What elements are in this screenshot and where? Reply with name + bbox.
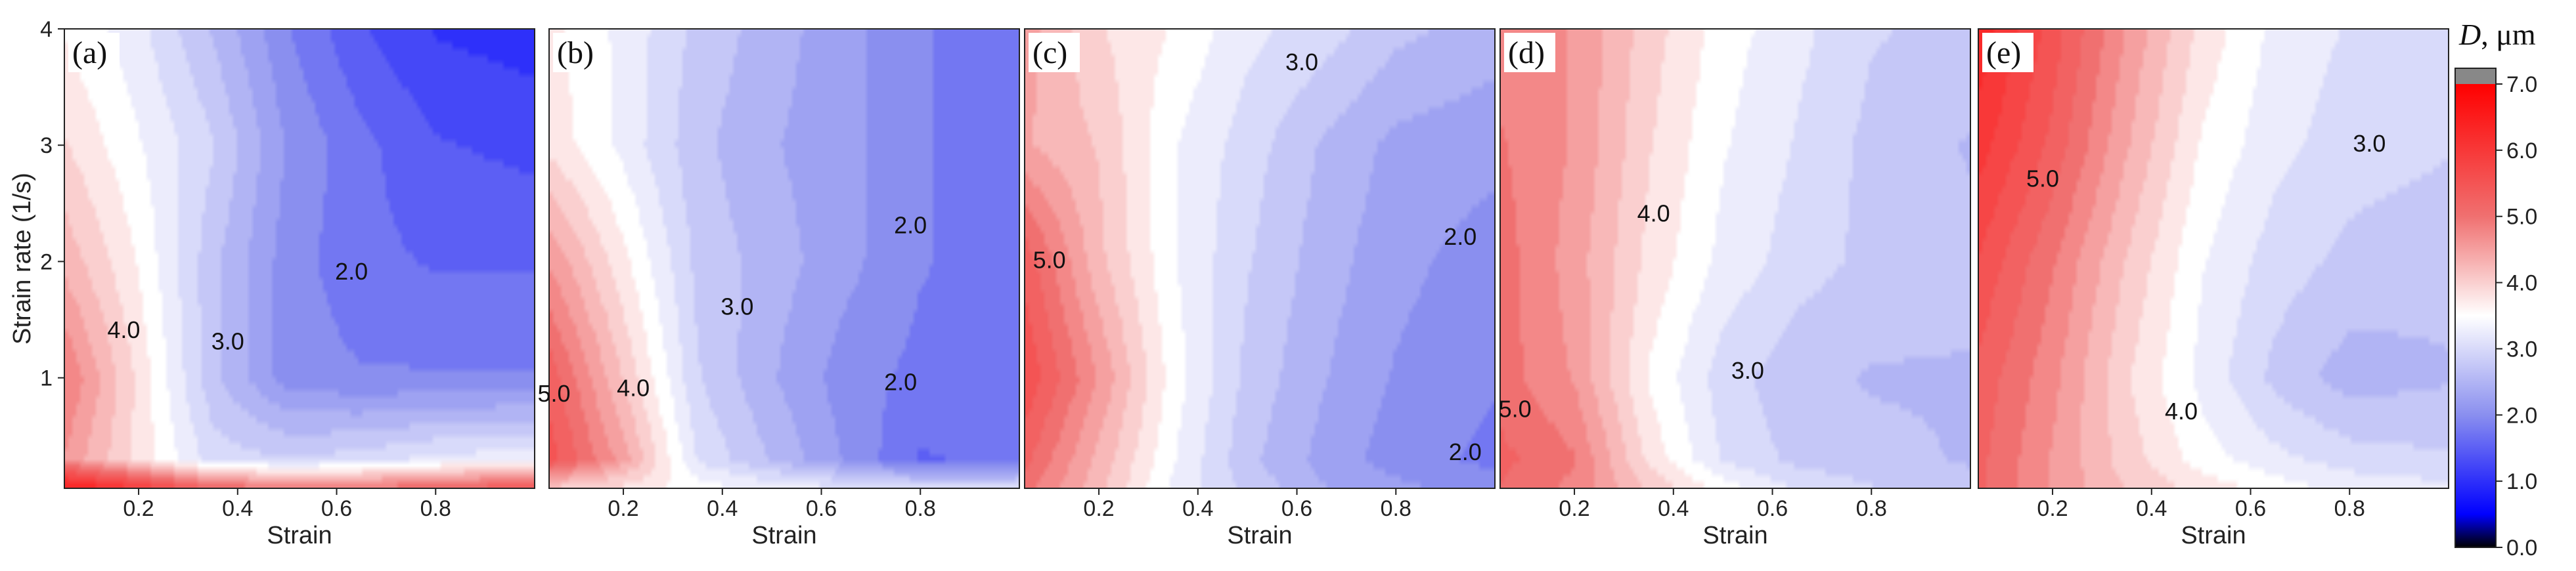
colorbar-tick-label: 6.0 (2506, 138, 2537, 163)
colorbar-ticks: 0.0 1.0 2.0 3.0 4.0 5.0 6.0 7.0 (2454, 68, 2537, 560)
x-tick-label: 0.4 (1182, 496, 1213, 521)
contour-label: 4.0 (2165, 398, 2198, 425)
panel-3-contour-field (1025, 29, 1495, 488)
contour-label: 3.0 (211, 328, 244, 354)
contour-label: 2.0 (894, 211, 927, 238)
panel-4-contour-field (1500, 29, 1970, 488)
y-tick-label: 4 (40, 17, 53, 42)
x-tick-label: 0.6 (321, 496, 352, 521)
x-tick-label: 0.4 (2136, 496, 2167, 521)
contour-label: 4.0 (1637, 200, 1670, 227)
x-axis-title: Strain (267, 522, 332, 549)
colorbar-overflow-swatch (2455, 68, 2496, 84)
y-axis-title: Strain rate (1/s) (9, 173, 36, 345)
colorbar-tick-label: 0.0 (2506, 536, 2537, 560)
panel-label: (d) (1508, 35, 1545, 70)
y-tick-label: 2 (40, 249, 53, 274)
panels-layer: 0.2 0.4 0.6 0.8 Strain 1 2 3 4 Strain rate (1/s) 4… (9, 17, 2449, 549)
panel-label-box (553, 33, 604, 72)
panel-1: 0.2 0.4 0.6 0.8 Strain 1 2 3 4 Strain rate (1/s) 4… (9, 17, 535, 549)
panel-label-box (1029, 33, 1080, 72)
panel-label: (e) (1986, 35, 2021, 70)
contour-label: 5.0 (1499, 395, 1532, 422)
x-tick-label: 0.6 (1757, 496, 1788, 521)
colorbar-tick-label: 7.0 (2506, 72, 2537, 97)
x-tick-label: 0.4 (222, 496, 253, 521)
x-axis-title: Strain (1227, 522, 1292, 549)
x-tick-label: 0.2 (1559, 496, 1589, 521)
contour-label: 3.0 (1731, 357, 1764, 384)
x-tick-label: 0.2 (123, 496, 154, 521)
x-tick-label: 0.6 (2235, 496, 2266, 521)
panel-1-frame (64, 28, 535, 489)
contour-label: 3.0 (2353, 130, 2386, 157)
panel-2-frame (548, 28, 1020, 489)
contour-label: 5.0 (2026, 165, 2059, 192)
contour-label: 2.0 (335, 258, 368, 285)
colorbar-title: D, μm (2458, 18, 2536, 51)
contour-label: 2.0 (1444, 223, 1477, 250)
colorbar-tick-label: 3.0 (2506, 337, 2537, 362)
x-tick-label: 0.8 (1381, 496, 1411, 521)
y-tick-label: 3 (40, 133, 53, 158)
contour-label: 4.0 (107, 316, 140, 343)
colorbar-tick-label: 2.0 (2506, 403, 2537, 428)
contour-label: 3.0 (1285, 49, 1318, 75)
panel-2: 0.2 0.4 0.6 0.8 Strain 5.0 4.0 3.0 2.0 2.0 (b) (538, 28, 1020, 549)
x-tick-label: 0.8 (2334, 496, 2365, 521)
colorbar-tick-label: 5.0 (2506, 205, 2537, 230)
panel-label-box (1982, 33, 2033, 72)
x-axis-title: Strain (2181, 522, 2246, 549)
x-tick-label: 0.6 (806, 496, 837, 521)
contour-label: 2.0 (1449, 438, 1482, 465)
panel-5-contour-field (1978, 29, 2449, 488)
x-tick-label: 0.6 (1281, 496, 1312, 521)
panel-label-box (1504, 33, 1555, 72)
contour-label: 3.0 (721, 293, 753, 320)
panel-5: 0.2 0.4 0.6 0.8 Strain 5.0 4.0 3.0 (e) (1978, 28, 2449, 549)
x-tick-label: 0.2 (608, 496, 638, 521)
x-axis-title: Strain (1702, 522, 1767, 549)
colorbar-title-symbol: D (2458, 18, 2481, 51)
colorbar-frame (2454, 68, 2497, 548)
panel-label-box (68, 33, 120, 72)
colorbar-tick-label: 4.0 (2506, 271, 2537, 296)
panel-3-frame (1024, 28, 1496, 489)
panel-label: (b) (557, 35, 594, 70)
colorbar-gradient-bar (2455, 84, 2496, 547)
panel-2-contour-field (549, 29, 1019, 488)
colorbar-tick-label: 1.0 (2506, 469, 2537, 494)
x-axis-title: Strain (751, 522, 816, 549)
contour-label: 5.0 (538, 380, 571, 407)
panel-5-frame (1978, 28, 2449, 489)
x-tick-label: 0.4 (707, 496, 738, 521)
x-tick-label: 0.2 (1083, 496, 1114, 521)
panel-4: 0.2 0.4 0.6 0.8 Strain 5.0 4.0 3.0 (d) (1499, 28, 1971, 549)
panel-label: (c) (1033, 35, 1067, 70)
panel-4-frame (1499, 28, 1971, 489)
panel-label: (a) (72, 35, 107, 70)
contour-label: 4.0 (617, 374, 650, 401)
colorbar: D, μm 0.0 1.0 2.0 3.0 4.0 5.0 6.0 7.0 (2454, 18, 2537, 560)
x-tick-label: 0.8 (1856, 496, 1887, 521)
panel-3: 0.2 0.4 0.6 0.8 Strain 5.0 3.0 2.0 2.0 (c) (1024, 28, 1496, 549)
x-tick-label: 0.2 (2037, 496, 2068, 521)
x-tick-label: 0.4 (1658, 496, 1689, 521)
y-tick-label: 1 (40, 366, 53, 391)
panel-1-contour-field (64, 29, 535, 488)
x-tick-label: 0.8 (420, 496, 451, 521)
x-tick-label: 0.8 (905, 496, 936, 521)
contour-label: 2.0 (884, 369, 917, 396)
colorbar-title-unit: , μm (2481, 18, 2536, 51)
contour-label: 5.0 (1033, 246, 1066, 273)
